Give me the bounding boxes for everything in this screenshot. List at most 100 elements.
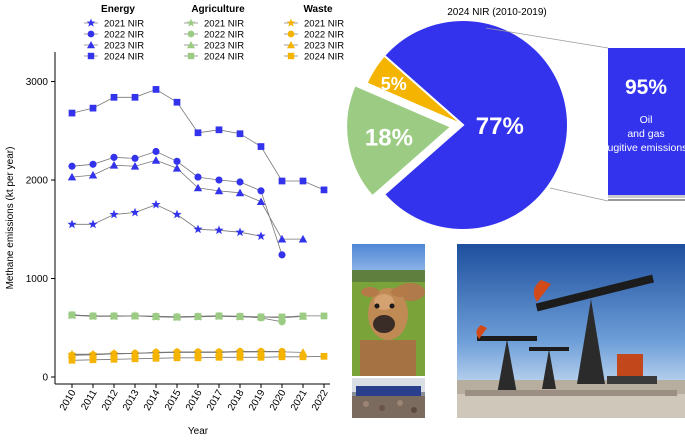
data-point-square — [278, 353, 286, 361]
data-point-square — [299, 353, 307, 361]
series-line — [72, 351, 304, 355]
y-tick-label: 0 — [42, 373, 48, 384]
breakout-text-line: Oil — [640, 114, 653, 126]
y-tick-label: 2000 — [26, 176, 49, 187]
data-point-square — [320, 186, 328, 194]
data-point-circle — [215, 176, 223, 184]
data-point-square — [278, 313, 286, 321]
legend-marker-star — [86, 18, 96, 27]
legend-group-title: Agriculture — [191, 4, 245, 15]
breakout-bar-gray-stripe-2 — [608, 199, 685, 201]
data-point-triangle — [193, 183, 203, 192]
data-point-square — [299, 312, 307, 320]
data-point-circle — [110, 153, 118, 161]
series-waste-2023-nir — [67, 347, 308, 358]
oil-pumpjacks-photo — [457, 244, 685, 418]
data-point-circle — [236, 178, 244, 186]
data-point-triangle — [256, 347, 266, 356]
connector-line-top — [485, 27, 609, 49]
legend-label: 2022 NIR — [104, 30, 144, 41]
legend-marker-square — [87, 52, 95, 60]
data-point-triangle — [109, 349, 119, 358]
legend-label: 2021 NIR — [104, 19, 144, 30]
data-point-circle — [131, 154, 139, 162]
data-point-square — [278, 177, 286, 185]
data-point-square — [131, 312, 139, 320]
x-tick-label: 2010 — [58, 388, 79, 413]
data-point-star — [235, 227, 245, 237]
data-point-square — [236, 353, 244, 361]
data-point-square — [152, 354, 160, 362]
x-tick-label: 2017 — [205, 388, 226, 413]
legend-marker-circle — [287, 30, 295, 38]
legend-marker-square — [187, 52, 195, 60]
data-point-square — [215, 312, 223, 320]
breakout-bar-gray-stripe-1 — [608, 195, 685, 198]
y-axis-label: Methane emissions (kt per year) — [5, 147, 16, 290]
data-point-square — [173, 98, 181, 106]
series-energy-2022-nir — [68, 147, 286, 259]
data-point-triangle — [193, 348, 203, 356]
data-point-triangle — [172, 348, 182, 356]
data-point-triangle — [151, 156, 161, 164]
cow-photo — [352, 244, 425, 376]
x-tick-label: 2021 — [289, 388, 310, 413]
data-point-triangle — [214, 348, 224, 356]
data-point-triangle — [130, 162, 140, 170]
series-energy-2023-nir — [67, 156, 308, 243]
legend-label: 2022 NIR — [204, 30, 244, 41]
data-point-square — [152, 86, 160, 93]
data-point-square — [236, 313, 244, 320]
series-waste-2024-nir — [68, 352, 328, 364]
data-point-circle — [194, 173, 202, 181]
data-point-circle — [68, 162, 76, 170]
legend-marker-square — [287, 52, 295, 60]
data-point-square — [173, 354, 181, 362]
data-point-square — [236, 130, 244, 138]
x-tick-label: 2022 — [310, 388, 331, 413]
data-point-square — [89, 104, 97, 112]
data-point-triangle — [256, 197, 266, 206]
series-energy-2021-nir — [67, 199, 266, 241]
data-point-circle — [173, 157, 181, 165]
data-point-circle — [278, 251, 286, 259]
series-agriculture-2024-nir — [68, 311, 328, 321]
legend-label: 2022 NIR — [304, 30, 344, 41]
data-point-square — [257, 143, 265, 150]
data-point-square — [131, 355, 139, 363]
data-point-square — [89, 312, 97, 320]
data-point-square — [131, 93, 139, 101]
breakout-bar — [608, 48, 685, 195]
pie-label-18: 18% — [365, 125, 413, 152]
data-point-triangle — [88, 350, 98, 358]
data-point-triangle — [235, 188, 245, 197]
data-point-square — [257, 353, 265, 361]
data-point-star — [88, 219, 98, 229]
data-point-square — [215, 126, 223, 134]
x-tick-label: 2012 — [100, 388, 121, 413]
data-point-triangle — [109, 161, 119, 169]
series-energy-2024-nir — [68, 86, 328, 194]
data-point-star — [172, 209, 182, 219]
data-point-triangle — [298, 234, 308, 243]
data-point-triangle — [67, 172, 77, 181]
data-point-square — [299, 177, 307, 185]
pie-chart: 2024 NIR (2010-2019) 77% 18% 5% 95% Oil and… — [345, 7, 685, 231]
data-point-star — [67, 219, 77, 229]
data-point-square — [110, 355, 118, 363]
data-point-star — [193, 224, 203, 234]
data-point-triangle — [130, 349, 140, 357]
x-tick-label: 2011 — [79, 388, 99, 413]
legend-label: 2024 NIR — [104, 52, 144, 63]
breakout-text-line: fugitive emissions — [605, 142, 685, 154]
data-point-square — [257, 313, 265, 321]
x-tick-label: 2013 — [121, 388, 142, 413]
legend-label: 2021 NIR — [304, 19, 344, 30]
legend-group-title: Energy — [101, 4, 135, 15]
data-point-star — [109, 209, 119, 219]
legend-marker-star — [286, 18, 296, 27]
pie-title: 2024 NIR (2010-2019) — [447, 7, 547, 18]
data-point-circle — [152, 147, 160, 156]
pie-label-5: 5% — [381, 74, 407, 94]
